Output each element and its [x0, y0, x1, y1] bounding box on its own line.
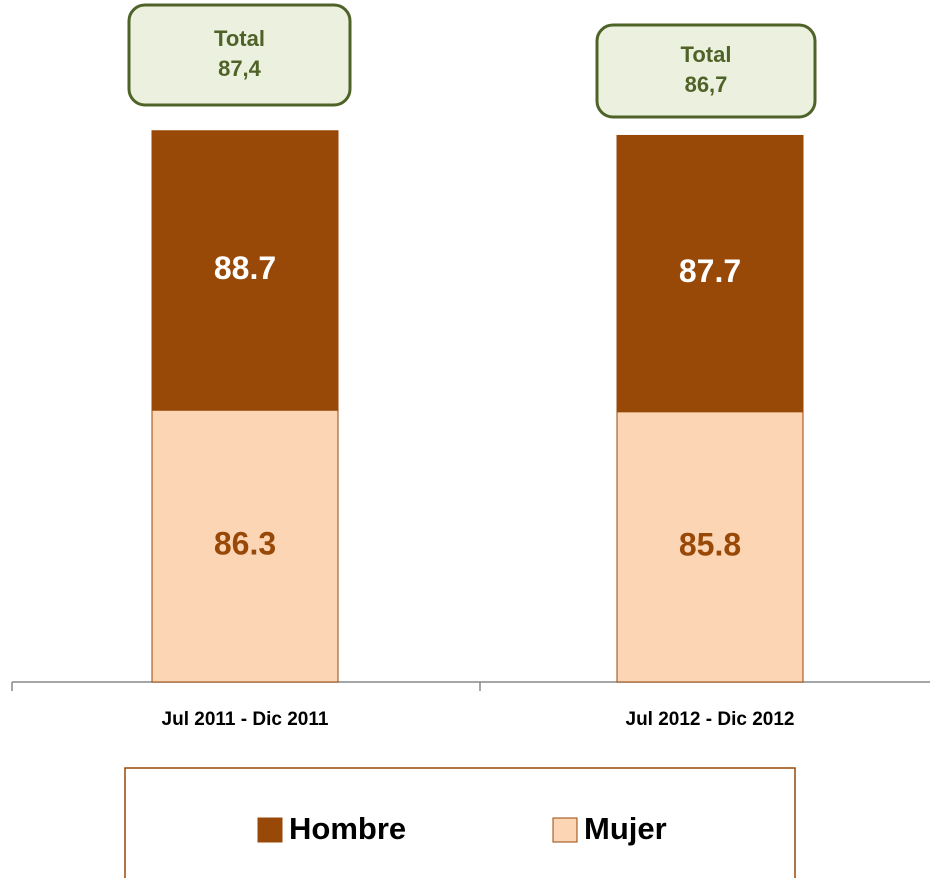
total-title: Total [681, 42, 732, 67]
legend-label: Mujer [584, 811, 667, 846]
data-label: 87.7 [679, 253, 741, 289]
legend-swatch [257, 817, 283, 843]
legend-box [124, 767, 796, 878]
total-box [595, 23, 817, 119]
bar-segment [616, 411, 804, 683]
legend-swatch [552, 817, 578, 843]
bar-segment [616, 134, 804, 413]
legend-label: Hombre [289, 811, 406, 846]
total-value: 86,7 [685, 72, 728, 97]
total-title: Total [214, 26, 265, 51]
data-label: 88.7 [214, 250, 276, 286]
x-tick-label: Jul 2011 - Dic 2011 [162, 709, 329, 730]
data-label: 85.8 [679, 526, 741, 562]
total-box [127, 3, 352, 107]
x-tick-label: Jul 2012 - Dic 2012 [626, 709, 795, 730]
data-label: 86.3 [214, 526, 276, 562]
total-value: 87,4 [218, 56, 262, 81]
bar-segment [151, 409, 339, 683]
bar-segment [151, 130, 339, 411]
